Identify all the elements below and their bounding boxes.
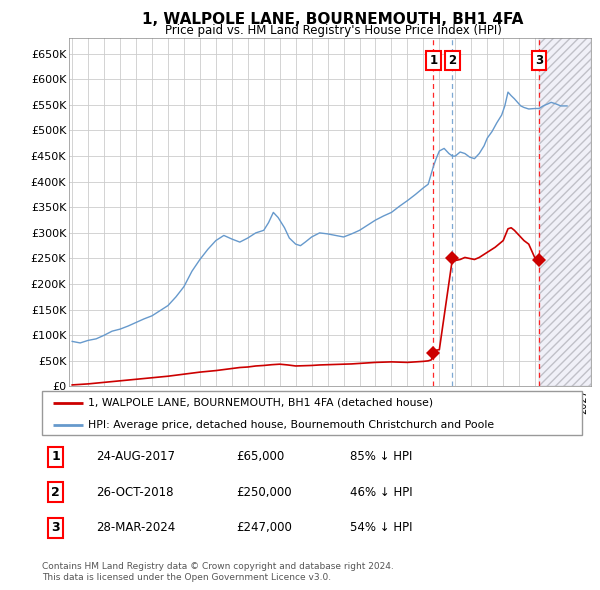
Text: 1: 1: [51, 450, 60, 464]
Text: Price paid vs. HM Land Registry's House Price Index (HPI): Price paid vs. HM Land Registry's House …: [164, 24, 502, 37]
Text: This data is licensed under the Open Government Licence v3.0.: This data is licensed under the Open Gov…: [42, 573, 331, 582]
Text: £65,000: £65,000: [236, 450, 284, 464]
Text: 1, WALPOLE LANE, BOURNEMOUTH, BH1 4FA (detached house): 1, WALPOLE LANE, BOURNEMOUTH, BH1 4FA (d…: [88, 398, 433, 408]
Text: 1, WALPOLE LANE, BOURNEMOUTH, BH1 4FA: 1, WALPOLE LANE, BOURNEMOUTH, BH1 4FA: [142, 12, 524, 27]
Text: 2: 2: [51, 486, 60, 499]
Text: £250,000: £250,000: [236, 486, 292, 499]
Text: 1: 1: [430, 54, 437, 67]
Text: Contains HM Land Registry data © Crown copyright and database right 2024.: Contains HM Land Registry data © Crown c…: [42, 562, 394, 571]
Text: 26-OCT-2018: 26-OCT-2018: [96, 486, 173, 499]
Text: 85% ↓ HPI: 85% ↓ HPI: [350, 450, 412, 464]
Text: HPI: Average price, detached house, Bournemouth Christchurch and Poole: HPI: Average price, detached house, Bour…: [88, 420, 494, 430]
Text: 2: 2: [448, 54, 457, 67]
Text: 3: 3: [535, 54, 543, 67]
Text: 28-MAR-2024: 28-MAR-2024: [96, 521, 175, 535]
Text: £247,000: £247,000: [236, 521, 292, 535]
Text: 46% ↓ HPI: 46% ↓ HPI: [350, 486, 412, 499]
Text: 3: 3: [51, 521, 60, 535]
Text: 24-AUG-2017: 24-AUG-2017: [96, 450, 175, 464]
Bar: [539, 38, 591, 386]
Text: 54% ↓ HPI: 54% ↓ HPI: [350, 521, 412, 535]
